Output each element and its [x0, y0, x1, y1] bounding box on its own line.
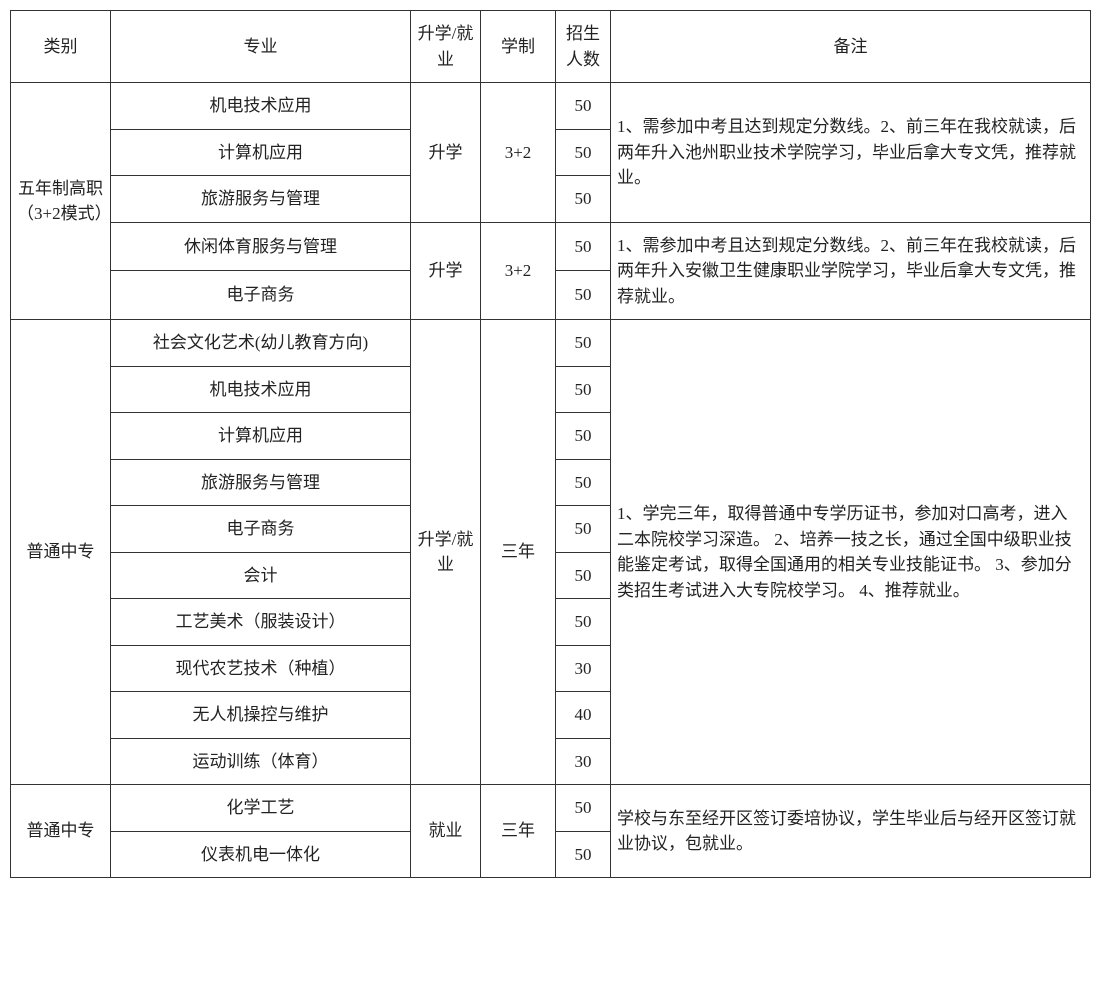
cell-major: 旅游服务与管理: [111, 459, 411, 506]
cell-major: 社会文化艺术(幼儿教育方向): [111, 320, 411, 367]
cell-major: 休闲体育服务与管理: [111, 222, 411, 271]
cell-enroll: 50: [556, 506, 611, 553]
header-category: 类别: [11, 11, 111, 83]
cell-major: 仪表机电一体化: [111, 831, 411, 878]
cell-category: 五年制高职（3+2模式）: [11, 83, 111, 320]
cell-enroll: 50: [556, 413, 611, 460]
cell-enroll: 50: [556, 831, 611, 878]
header-major: 专业: [111, 11, 411, 83]
cell-major: 无人机操控与维护: [111, 692, 411, 739]
cell-enroll: 50: [556, 459, 611, 506]
cell-duration: 3+2: [481, 83, 556, 223]
cell-enroll: 50: [556, 271, 611, 320]
cell-enroll: 50: [556, 552, 611, 599]
header-path: 升学/就业: [411, 11, 481, 83]
cell-duration: 三年: [481, 785, 556, 878]
cell-enroll: 50: [556, 222, 611, 271]
table-header-row: 类别 专业 升学/就业 学制 招生人数 备注: [11, 11, 1091, 83]
table-row: 普通中专 化学工艺 就业 三年 50 学校与东至经开区签订委培协议，学生毕业后与…: [11, 785, 1091, 832]
cell-path: 就业: [411, 785, 481, 878]
cell-enroll: 50: [556, 785, 611, 832]
table-row: 五年制高职（3+2模式） 机电技术应用 升学 3+2 50 1、需参加中考且达到…: [11, 83, 1091, 130]
cell-category: 普通中专: [11, 785, 111, 878]
cell-major: 旅游服务与管理: [111, 176, 411, 223]
table-row: 普通中专 社会文化艺术(幼儿教育方向) 升学/就业 三年 50 1、学完三年，取…: [11, 320, 1091, 367]
cell-remark: 1、需参加中考且达到规定分数线。2、前三年在我校就读，后两年升入安徽卫生健康职业…: [611, 222, 1091, 320]
cell-path: 升学/就业: [411, 320, 481, 785]
cell-major: 会计: [111, 552, 411, 599]
cell-enroll: 50: [556, 129, 611, 176]
cell-enroll: 50: [556, 83, 611, 130]
cell-major: 机电技术应用: [111, 83, 411, 130]
cell-enroll: 50: [556, 366, 611, 413]
cell-major: 工艺美术（服装设计）: [111, 599, 411, 646]
cell-major: 计算机应用: [111, 413, 411, 460]
cell-duration: 3+2: [481, 222, 556, 320]
cell-enroll: 30: [556, 645, 611, 692]
cell-path: 升学: [411, 222, 481, 320]
cell-duration: 三年: [481, 320, 556, 785]
cell-major: 现代农艺技术（种植）: [111, 645, 411, 692]
cell-major: 化学工艺: [111, 785, 411, 832]
table-row: 休闲体育服务与管理 升学 3+2 50 1、需参加中考且达到规定分数线。2、前三…: [11, 222, 1091, 271]
enrollment-table: 类别 专业 升学/就业 学制 招生人数 备注 五年制高职（3+2模式） 机电技术…: [10, 10, 1091, 878]
cell-major: 机电技术应用: [111, 366, 411, 413]
cell-category: 普通中专: [11, 320, 111, 785]
cell-remark: 1、需参加中考且达到规定分数线。2、前三年在我校就读，后两年升入池州职业技术学院…: [611, 83, 1091, 223]
header-duration: 学制: [481, 11, 556, 83]
cell-major: 电子商务: [111, 271, 411, 320]
cell-enroll: 50: [556, 176, 611, 223]
cell-path: 升学: [411, 83, 481, 223]
header-enroll: 招生人数: [556, 11, 611, 83]
cell-enroll: 30: [556, 738, 611, 785]
header-remark: 备注: [611, 11, 1091, 83]
cell-remark: 学校与东至经开区签订委培协议，学生毕业后与经开区签订就业协议，包就业。: [611, 785, 1091, 878]
cell-major: 计算机应用: [111, 129, 411, 176]
cell-enroll: 50: [556, 599, 611, 646]
cell-enroll: 40: [556, 692, 611, 739]
cell-enroll: 50: [556, 320, 611, 367]
cell-major: 运动训练（体育）: [111, 738, 411, 785]
cell-remark: 1、学完三年，取得普通中专学历证书，参加对口高考，进入二本院校学习深造。 2、培…: [611, 320, 1091, 785]
cell-major: 电子商务: [111, 506, 411, 553]
